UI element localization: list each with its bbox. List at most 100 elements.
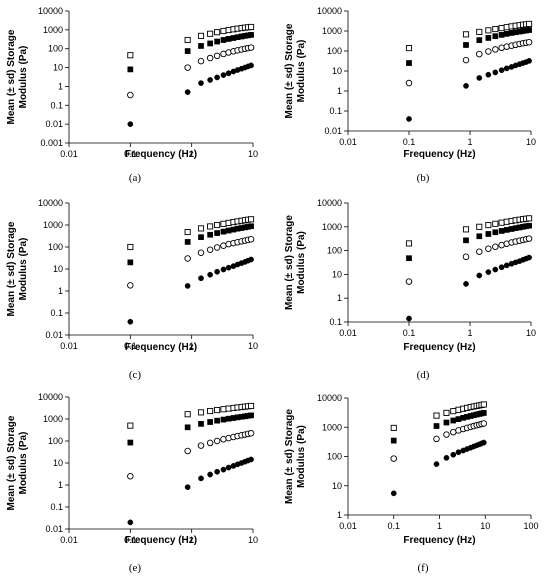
series-open-square bbox=[405, 20, 533, 52]
data-point-open-square bbox=[405, 240, 413, 247]
data-point-open-square bbox=[184, 411, 191, 418]
data-point-open-circle bbox=[247, 44, 255, 51]
data-point-open-square bbox=[492, 26, 499, 33]
data-point-open-circle bbox=[220, 436, 227, 443]
data-point-filled-square bbox=[492, 229, 499, 236]
data-point-filled-square bbox=[476, 37, 483, 43]
x-axis-title: Frequency (Hz) bbox=[125, 342, 197, 353]
data-point-filled-square bbox=[207, 419, 213, 425]
data-point-filled-square bbox=[184, 239, 191, 245]
x-tick-label: 1 bbox=[467, 328, 472, 338]
series-open-circle bbox=[405, 38, 533, 87]
data-point-open-square bbox=[127, 243, 134, 251]
x-axis-title: Frequency (Hz) bbox=[125, 149, 197, 160]
y-tick-label: 0.01 bbox=[45, 119, 63, 129]
data-point-open-circle bbox=[462, 56, 470, 64]
data-point-filled-circle bbox=[220, 466, 227, 473]
y-axis-title-line: Mean (± sd) Storage bbox=[284, 409, 295, 504]
data-point-filled-circle bbox=[503, 65, 510, 72]
data-point-open-circle bbox=[184, 64, 191, 71]
chart-panel: 0.01 0.1 1 10 100 1000 10000 0.01 0.1 1 10 Frequenc… bbox=[284, 6, 536, 184]
data-point-open-circle bbox=[476, 248, 483, 255]
x-tick-label: 0.01 bbox=[60, 149, 78, 159]
data-point-open-square bbox=[476, 28, 483, 35]
y-tick-label: 0.1 bbox=[50, 502, 63, 512]
y-tick-label: 1000 bbox=[43, 25, 63, 35]
y-tick-label: 1 bbox=[337, 510, 342, 520]
data-point-filled-circle bbox=[198, 475, 204, 482]
data-point-filled-circle bbox=[248, 456, 254, 463]
x-tick-label: 1 bbox=[467, 137, 472, 147]
y-tick-label: 10000 bbox=[317, 198, 342, 208]
data-point-open-square bbox=[248, 402, 255, 409]
x-tick-label: 0.1 bbox=[403, 137, 416, 147]
data-point-open-square bbox=[214, 221, 221, 229]
y-tick-label: 100 bbox=[48, 44, 63, 54]
panel-caption: (b) bbox=[417, 172, 430, 184]
data-point-filled-circle bbox=[207, 471, 213, 478]
chart-panel: 0.01 0.1 1 10 100 1000 10000 0.01 0.1 1 10 Frequenc… bbox=[6, 392, 258, 574]
data-point-open-square bbox=[443, 409, 450, 416]
x-axis-title: Frequency (Hz) bbox=[403, 535, 475, 546]
y-tick-label: 0.001 bbox=[40, 138, 63, 148]
data-point-filled-square bbox=[526, 27, 532, 33]
series-open-circle bbox=[127, 430, 255, 480]
x-axis-title: Frequency (Hz) bbox=[125, 535, 197, 546]
data-point-open-square bbox=[207, 407, 214, 415]
data-point-open-circle bbox=[127, 91, 134, 99]
series-open-circle bbox=[405, 235, 533, 285]
data-point-filled-square bbox=[207, 231, 213, 238]
panel-caption: (c) bbox=[129, 369, 142, 381]
y-axis-title-line: Modulus (Pa) bbox=[296, 425, 307, 488]
x-tick-label: 10 bbox=[480, 521, 490, 531]
series-open-circle bbox=[127, 236, 255, 289]
y-axis-title-line: Mean (± sd) Storage bbox=[284, 23, 295, 118]
x-tick-label: 10 bbox=[248, 535, 258, 545]
data-point-filled-square bbox=[127, 259, 134, 266]
y-axis-title-line: Modulus (Pa) bbox=[296, 40, 307, 103]
data-point-filled-square bbox=[463, 42, 469, 48]
data-point-filled-circle bbox=[492, 69, 499, 76]
chart-panel: 0.01 0.1 1 10 100 1000 10000 0.01 0.1 1 10 Frequenc… bbox=[6, 198, 258, 381]
data-point-open-circle bbox=[247, 236, 255, 243]
x-axis-title: Frequency (Hz) bbox=[403, 149, 475, 160]
y-axis-title-line: Modulus (Pa) bbox=[18, 46, 29, 109]
data-point-filled-circle bbox=[503, 262, 510, 269]
x-tick-label: 0.01 bbox=[60, 535, 78, 545]
data-point-open-circle bbox=[450, 428, 457, 436]
data-point-open-square bbox=[485, 222, 492, 229]
y-tick-label: 1000 bbox=[43, 220, 63, 230]
data-point-filled-circle bbox=[184, 283, 191, 289]
panel-caption: (f) bbox=[418, 562, 429, 574]
data-point-open-square bbox=[450, 408, 457, 415]
data-point-open-circle bbox=[206, 439, 214, 447]
series-filled-circle bbox=[406, 254, 532, 322]
x-tick-label: 0.1 bbox=[124, 149, 137, 159]
data-point-filled-square bbox=[480, 410, 487, 416]
x-axis-title: Frequency (Hz) bbox=[403, 342, 475, 353]
y-tick-label: 10 bbox=[53, 458, 63, 468]
data-point-open-circle bbox=[405, 278, 413, 285]
data-point-open-circle bbox=[443, 431, 450, 438]
y-tick-label: 1 bbox=[58, 480, 63, 490]
data-point-filled-circle bbox=[526, 254, 532, 261]
data-point-open-circle bbox=[405, 79, 413, 87]
y-tick-label: 100 bbox=[327, 246, 342, 256]
series-filled-square bbox=[406, 27, 532, 66]
data-point-open-square bbox=[526, 215, 533, 222]
data-point-filled-square bbox=[485, 231, 492, 237]
data-point-filled-circle bbox=[207, 271, 213, 278]
data-point-filled-square bbox=[503, 227, 510, 233]
series-open-square bbox=[390, 401, 487, 431]
y-tick-label: 10 bbox=[332, 66, 342, 76]
data-point-filled-square bbox=[198, 43, 204, 49]
data-point-open-square bbox=[184, 228, 191, 236]
data-point-filled-circle bbox=[485, 269, 492, 275]
y-tick-label: 0.1 bbox=[50, 308, 63, 318]
data-point-filled-circle bbox=[198, 275, 204, 282]
data-point-open-square bbox=[207, 223, 214, 230]
y-tick-label: 1000 bbox=[322, 222, 342, 232]
series-filled-square bbox=[127, 223, 254, 266]
